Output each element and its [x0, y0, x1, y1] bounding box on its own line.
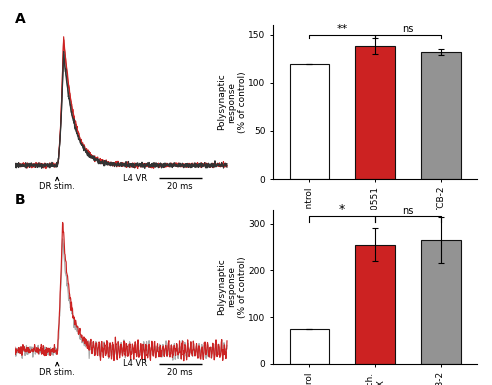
Text: DR stim.: DR stim.: [39, 368, 75, 377]
Bar: [421, 52, 461, 179]
Text: DR stim.: DR stim.: [39, 182, 75, 191]
Text: ns: ns: [402, 206, 414, 216]
Bar: [289, 64, 329, 179]
Y-axis label: Polysynaptic
response
(% of control): Polysynaptic response (% of control): [217, 256, 247, 318]
Text: A: A: [15, 12, 26, 25]
Text: L4 VR: L4 VR: [123, 174, 147, 183]
Bar: [289, 329, 329, 364]
Bar: [355, 245, 395, 364]
Text: **: **: [337, 24, 348, 34]
Text: 20 ms: 20 ms: [167, 368, 193, 377]
Text: B: B: [15, 192, 26, 206]
Text: 20 ms: 20 ms: [167, 182, 193, 191]
Bar: [355, 46, 395, 179]
Text: L4 VR: L4 VR: [123, 359, 147, 368]
Y-axis label: Polysynaptic
response
(% of control): Polysynaptic response (% of control): [217, 71, 247, 133]
Text: ns: ns: [402, 24, 414, 34]
Bar: [421, 240, 461, 364]
Text: *: *: [339, 203, 345, 216]
